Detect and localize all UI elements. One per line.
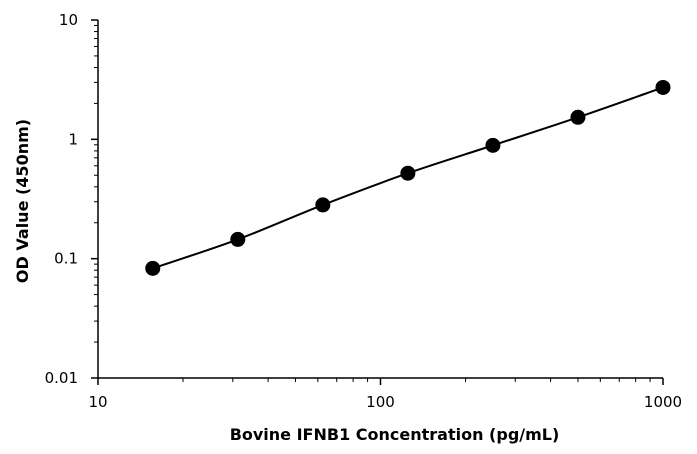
axes: [97, 20, 663, 379]
data-points: [145, 79, 671, 276]
data-point: [145, 260, 161, 276]
ticks: 10 100 1000 0.01 0.1 1 10: [45, 11, 683, 411]
data-point: [315, 197, 331, 213]
y-tick-label: 0.01: [45, 369, 78, 387]
data-point: [400, 165, 416, 181]
x-axis-title: Bovine IFNB1 Concentration (pg/mL): [230, 425, 560, 444]
y-tick-label: 0.1: [54, 250, 78, 268]
data-point: [570, 109, 586, 125]
data-point: [230, 231, 246, 247]
x-tick-label: 100: [366, 393, 395, 411]
data-point: [655, 79, 671, 95]
x-tick-label: 10: [88, 393, 107, 411]
plot-area: 10 100 1000 0.01 0.1 1 10: [45, 11, 683, 411]
x-tick-label: 1000: [644, 393, 682, 411]
y-axis-title: OD Value (450nm): [13, 119, 32, 283]
y-tick-label: 10: [59, 11, 78, 29]
y-tick-label: 1: [68, 130, 78, 148]
data-point: [485, 137, 501, 153]
